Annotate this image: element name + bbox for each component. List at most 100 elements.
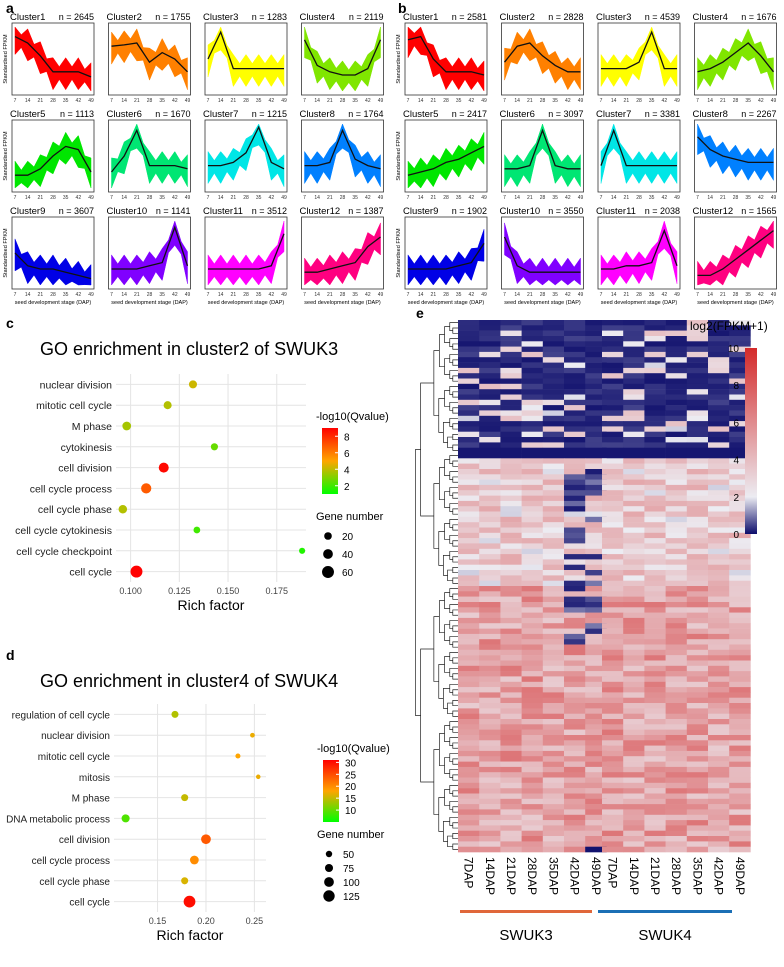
heatmap-cell bbox=[542, 623, 565, 629]
heatmap-cell bbox=[585, 351, 607, 358]
heatmap-cell bbox=[708, 676, 730, 683]
term-label: cell cycle checkpoint bbox=[16, 546, 112, 558]
x-tick-label: 14 bbox=[418, 98, 424, 104]
heatmap-cell bbox=[665, 724, 688, 730]
heatmap-cell bbox=[708, 394, 730, 401]
x-tick-label: 49 bbox=[88, 292, 94, 298]
heatmap-cell bbox=[665, 431, 688, 438]
x-tick-label: 0.20 bbox=[197, 916, 215, 926]
heatmap-cell bbox=[585, 660, 607, 667]
heatmap-cell bbox=[564, 527, 586, 534]
heatmap-cell bbox=[623, 735, 645, 741]
heatmap-cell bbox=[479, 336, 501, 342]
heatmap-cell bbox=[602, 814, 624, 821]
heatmap-cell bbox=[458, 410, 480, 417]
heatmap-cell bbox=[500, 405, 522, 411]
heatmap-cell bbox=[479, 378, 501, 385]
heatmap-cell bbox=[729, 336, 751, 342]
heatmap-cell bbox=[686, 479, 709, 486]
heatmap-cell bbox=[521, 346, 544, 353]
heatmap-cell bbox=[585, 655, 607, 661]
cluster-mean-line bbox=[407, 35, 485, 76]
heatmap-cell bbox=[708, 708, 730, 715]
heatmap-cell bbox=[585, 522, 607, 528]
heatmap-cell bbox=[500, 777, 522, 784]
heatmap-cell bbox=[686, 633, 709, 640]
heatmap-cell bbox=[686, 729, 709, 736]
heatmap-cell bbox=[585, 750, 607, 757]
heatmap-cell bbox=[585, 336, 607, 342]
heatmap-cell bbox=[458, 729, 480, 736]
heatmap-cell bbox=[644, 607, 666, 613]
heatmap-cell bbox=[729, 564, 751, 571]
dendrogram-branch bbox=[444, 789, 450, 806]
heatmap-cell bbox=[602, 415, 624, 422]
heatmap-cell bbox=[729, 437, 751, 443]
x-tick-label: 7 bbox=[14, 98, 17, 104]
term-label: cell cycle phase bbox=[38, 504, 112, 516]
heatmap-column-label: 28DAP bbox=[525, 857, 539, 895]
heatmap-cell bbox=[729, 351, 751, 358]
heatmap-cell bbox=[479, 708, 501, 715]
heatmap-cell bbox=[458, 421, 480, 427]
color-legend-label: 25 bbox=[345, 770, 357, 781]
heatmap-cell bbox=[500, 325, 522, 331]
heatmap-cell bbox=[665, 351, 688, 358]
heatmap-cell bbox=[500, 484, 522, 491]
heatmap-cell bbox=[521, 474, 544, 480]
heatmap-cell bbox=[665, 729, 688, 736]
heatmap-cell bbox=[623, 580, 645, 587]
color-legend-bar bbox=[322, 428, 338, 494]
heatmap-cell bbox=[644, 708, 666, 715]
heatmap-cell bbox=[542, 703, 565, 709]
heatmap-cell bbox=[729, 713, 751, 720]
heatmap-cell bbox=[479, 756, 501, 762]
heatmap-cell bbox=[458, 479, 480, 486]
heatmap-cell bbox=[623, 570, 645, 576]
heatmap-cell bbox=[665, 357, 688, 363]
heatmap-cell bbox=[479, 474, 501, 480]
color-legend-title: -log10(Qvalue) bbox=[316, 411, 389, 423]
heatmap-cell bbox=[564, 548, 586, 555]
heatmap-cell bbox=[585, 554, 607, 560]
heatmap-cell bbox=[708, 793, 730, 800]
heatmap-cell bbox=[686, 846, 709, 853]
heatmap-cell bbox=[665, 538, 688, 544]
heatmap-cell bbox=[623, 564, 645, 571]
heatmap-cell bbox=[665, 697, 688, 704]
heatmap-cell bbox=[729, 405, 751, 411]
heatmap-cell bbox=[686, 596, 709, 603]
heatmap-cell bbox=[500, 373, 522, 379]
heatmap-cell bbox=[686, 484, 709, 491]
panel-letter-e: e bbox=[416, 305, 424, 321]
heatmap-cell bbox=[479, 490, 501, 496]
term-dot bbox=[210, 443, 219, 451]
x-tick-label: 21 bbox=[527, 292, 533, 298]
heatmap-cell bbox=[602, 447, 624, 454]
heatmap-cell bbox=[644, 362, 666, 369]
heatmap-cell bbox=[500, 740, 522, 746]
heatmap-cell bbox=[623, 490, 645, 496]
heatmap-cell bbox=[602, 671, 624, 677]
heatmap-cell bbox=[602, 341, 624, 347]
heatmap-cell bbox=[708, 351, 730, 358]
heatmap-cell bbox=[564, 453, 586, 459]
heatmap-cell bbox=[644, 798, 666, 805]
heatmap-cell bbox=[458, 793, 480, 800]
cluster-band bbox=[111, 123, 188, 189]
heatmap-cell bbox=[542, 729, 565, 736]
dendrogram-branch bbox=[452, 774, 458, 781]
heatmap-cell bbox=[542, 458, 565, 464]
heatmap-cell bbox=[623, 846, 645, 853]
heatmap-cell bbox=[564, 617, 586, 624]
heatmap-cell bbox=[686, 383, 709, 390]
heatmap-cell bbox=[585, 437, 607, 443]
heatmap-cell bbox=[479, 389, 501, 395]
x-tick-label: 14 bbox=[707, 98, 713, 104]
heatmap-cell bbox=[686, 421, 709, 427]
heatmap-cell bbox=[585, 649, 607, 656]
x-tick-label: 35 bbox=[649, 292, 655, 298]
heatmap-cell bbox=[623, 511, 645, 518]
heatmap-cell bbox=[479, 367, 501, 374]
